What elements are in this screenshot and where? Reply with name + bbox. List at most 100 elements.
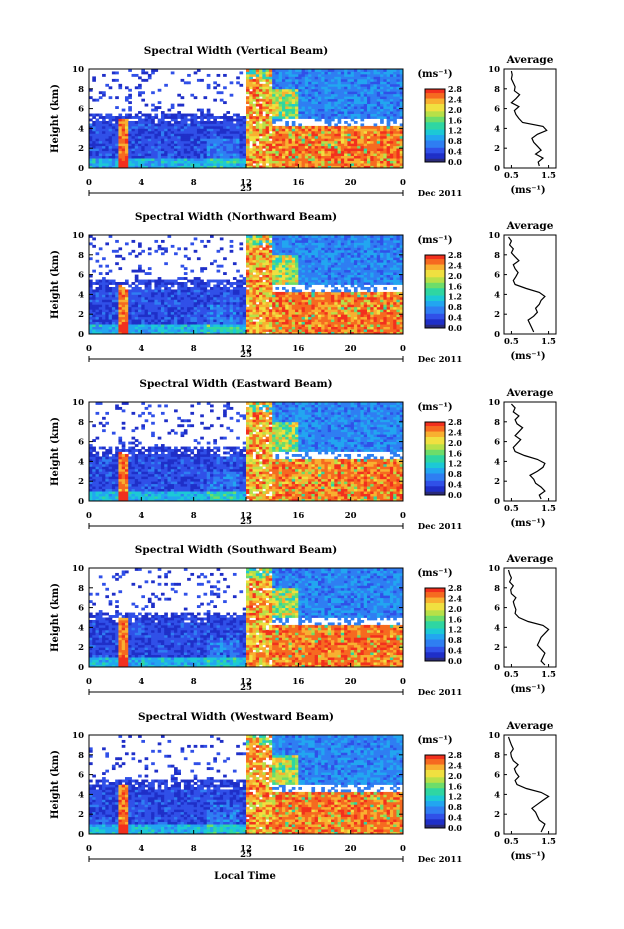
heatmap-cell — [131, 239, 136, 243]
heatmap-cell — [177, 143, 181, 147]
heatmap-cell — [138, 282, 142, 285]
heatmap-cell — [298, 73, 302, 77]
heatmap-cell — [180, 289, 185, 293]
heatmap-cell — [252, 143, 257, 147]
heatmap-cell — [249, 329, 253, 332]
heatmap-cell — [376, 145, 381, 149]
heatmap-cell — [210, 324, 214, 327]
heatmap-cell — [268, 272, 273, 276]
heatmap-cell — [389, 111, 394, 114]
heatmap-cell — [190, 242, 195, 246]
heatmap-cell — [298, 83, 302, 87]
heatmap-cell — [95, 289, 100, 293]
heatmap-cell — [249, 269, 253, 273]
heatmap-cell — [102, 138, 106, 142]
heatmap-cell — [131, 269, 136, 273]
heatmap-cell — [314, 267, 319, 271]
heatmap-cell — [340, 101, 345, 105]
heatmap-cell — [337, 150, 342, 154]
heatmap-cell — [298, 155, 302, 159]
heatmap-cell — [278, 108, 283, 112]
heatmap-cell — [151, 143, 155, 147]
heatmap-cell — [229, 93, 234, 97]
colorbar-segment — [425, 127, 445, 130]
heatmap-cell — [246, 314, 250, 318]
heatmap-cell — [157, 299, 162, 303]
heatmap-cell — [174, 125, 178, 129]
heatmap-cell — [200, 269, 204, 273]
heatmap-cell — [360, 106, 365, 110]
heatmap-cell — [301, 331, 306, 335]
heatmap-cell — [337, 111, 342, 114]
heatmap-cell — [272, 150, 276, 154]
heatmap-cell — [308, 252, 312, 256]
heatmap-cell — [177, 160, 181, 164]
heatmap-cell — [344, 140, 348, 144]
heatmap-cell — [160, 143, 165, 147]
heatmap-cell — [357, 76, 361, 80]
heatmap-cell — [131, 304, 136, 308]
heatmap-cell — [344, 150, 348, 154]
heatmap-cell — [196, 257, 201, 261]
heatmap-cell — [288, 242, 293, 246]
heatmap-cell — [386, 88, 391, 92]
heatmap-cell — [386, 98, 391, 102]
heatmap-cell — [396, 108, 401, 112]
heatmap-cell — [399, 101, 404, 105]
heatmap-cell — [301, 98, 306, 102]
heatmap-cell — [331, 81, 335, 85]
heatmap-cell — [160, 282, 165, 285]
heatmap-cell — [108, 269, 113, 273]
heatmap-cell — [236, 148, 240, 152]
heatmap-cell — [360, 96, 365, 100]
heatmap-cell — [213, 296, 217, 300]
heatmap-cell — [108, 140, 113, 144]
heatmap-cell — [138, 130, 142, 134]
heatmap-cell — [386, 81, 391, 85]
heatmap-cell — [216, 321, 221, 325]
heatmap-cell — [376, 88, 381, 92]
heatmap-cell — [252, 299, 257, 303]
heatmap-cell — [255, 135, 260, 139]
heatmap-cell — [216, 249, 221, 253]
heatmap-cell — [308, 143, 312, 147]
heatmap-cell — [246, 239, 250, 243]
heatmap-cell — [331, 103, 335, 107]
heatmap-cell — [331, 108, 335, 112]
heatmap-cell — [200, 125, 204, 129]
heatmap-cell — [177, 277, 181, 280]
heatmap-cell — [353, 145, 358, 149]
heatmap-cell — [203, 311, 208, 315]
heatmap-cell — [268, 69, 273, 72]
heatmap-cell — [347, 138, 352, 142]
heatmap-cell — [174, 128, 178, 132]
heatmap-cell — [193, 150, 198, 154]
heatmap-cell — [317, 316, 322, 320]
heatmap-cell — [151, 116, 155, 119]
heatmap-cell — [174, 294, 178, 298]
heatmap-cell — [121, 140, 126, 144]
heatmap-cell — [111, 133, 116, 137]
heatmap-cell — [141, 143, 145, 147]
heatmap-cell — [118, 284, 123, 288]
heatmap-cell — [262, 163, 267, 166]
heatmap-cell — [206, 140, 211, 144]
heatmap-cell — [360, 103, 365, 107]
heatmap-cell — [285, 321, 289, 325]
heatmap-cell — [193, 331, 198, 335]
heatmap-cell — [360, 116, 365, 119]
heatmap-cell — [128, 309, 132, 313]
heatmap-cell — [285, 289, 289, 293]
heatmap-cell — [301, 262, 306, 266]
heatmap-cell — [249, 133, 253, 137]
heatmap-cell — [131, 311, 136, 315]
heatmap-cell — [216, 163, 221, 166]
heatmap-cell — [108, 319, 113, 323]
heatmap-cell — [174, 319, 178, 323]
heatmap-cell — [105, 311, 110, 315]
heatmap-cell — [321, 133, 325, 137]
heatmap-cell — [183, 160, 188, 164]
heatmap-cell — [308, 264, 312, 268]
heatmap-cell — [180, 120, 185, 124]
heatmap-cell — [249, 274, 253, 278]
